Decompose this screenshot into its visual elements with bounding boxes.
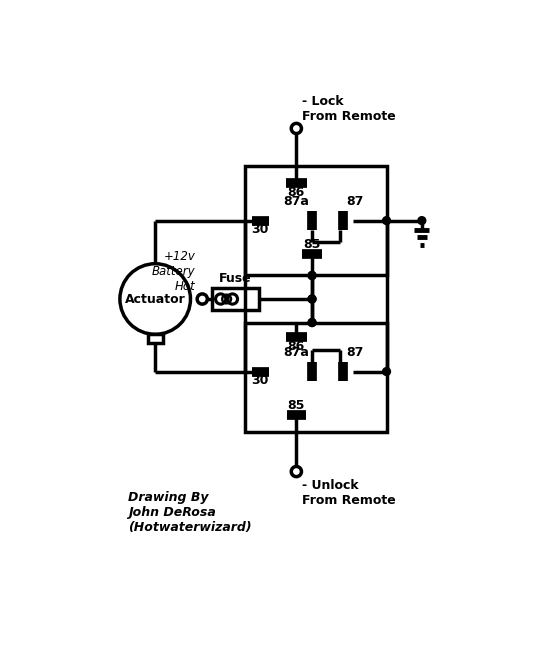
Text: 87: 87 [346, 195, 363, 208]
Bar [148, 334, 163, 343]
Text: 87a: 87a [284, 346, 309, 359]
Circle shape [308, 295, 316, 303]
Text: +12v
Battery
Hot: +12v Battery Hot [152, 250, 195, 293]
Text: 86: 86 [288, 340, 305, 354]
Circle shape [383, 367, 390, 375]
Circle shape [308, 318, 316, 326]
Circle shape [291, 123, 301, 134]
Circle shape [291, 467, 301, 477]
Circle shape [418, 216, 426, 224]
Circle shape [197, 294, 207, 304]
Bar [245, 322, 387, 432]
Circle shape [308, 318, 316, 326]
Circle shape [308, 295, 316, 303]
Text: - Unlock
From Remote: - Unlock From Remote [302, 479, 396, 506]
Text: 30: 30 [252, 374, 269, 387]
Circle shape [308, 271, 316, 279]
Text: 85: 85 [303, 238, 321, 251]
Bar [245, 166, 387, 275]
Text: 87: 87 [346, 346, 363, 359]
Bar [212, 288, 259, 310]
Text: Fuse: Fuse [219, 272, 252, 285]
Text: Drawing By
John DeRosa
(Hotwaterwizard): Drawing By John DeRosa (Hotwaterwizard) [128, 491, 252, 534]
Text: - Lock
From Remote: - Lock From Remote [302, 95, 396, 122]
Circle shape [383, 216, 390, 224]
Text: Actuator: Actuator [125, 293, 186, 306]
Text: 85: 85 [288, 399, 305, 412]
Circle shape [308, 271, 316, 279]
Text: 30: 30 [252, 223, 269, 236]
Text: 87a: 87a [284, 195, 309, 208]
Text: 86: 86 [288, 186, 305, 199]
